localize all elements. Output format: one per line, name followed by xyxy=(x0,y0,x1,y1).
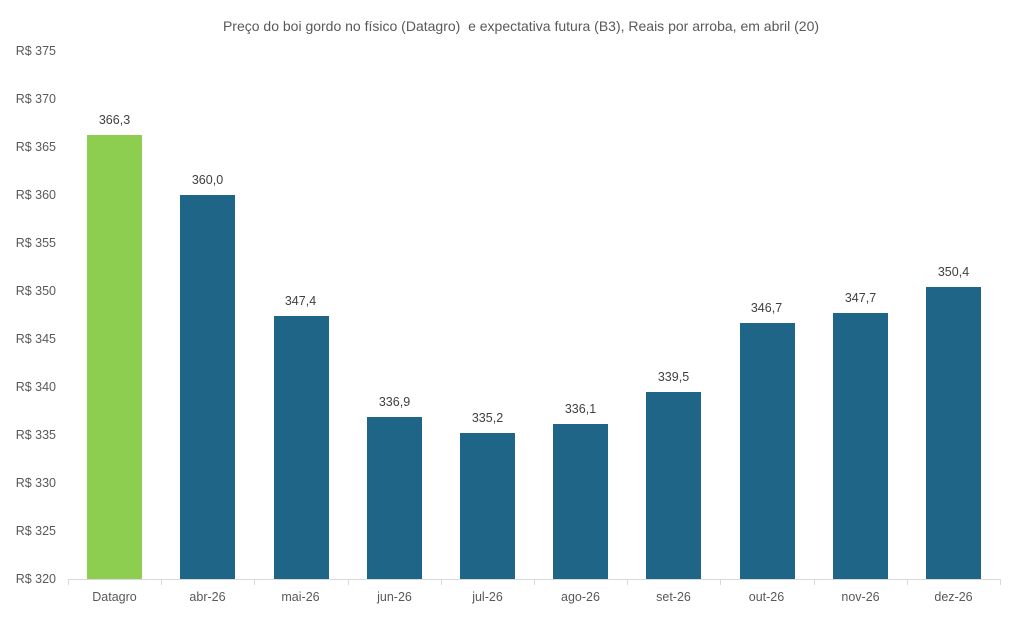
bar-value-label: 350,4 xyxy=(937,265,970,279)
x-axis-category-label: dez-26 xyxy=(934,590,973,604)
x-axis-tick-mark xyxy=(68,579,69,585)
x-axis-tick-mark xyxy=(627,579,628,585)
bar-value-label: 360,0 xyxy=(191,173,224,187)
x-axis-tick-mark xyxy=(720,579,721,585)
y-axis-tick-label: R$ 370 xyxy=(15,92,56,106)
bar-jul-26 xyxy=(460,433,515,579)
bar-value-label: 347,7 xyxy=(844,291,877,305)
bar-value-label: 336,9 xyxy=(378,395,411,409)
y-axis-tick-label: R$ 350 xyxy=(15,284,56,298)
x-axis-tick-mark xyxy=(441,579,442,585)
y-axis-tick-label: R$ 335 xyxy=(15,428,56,442)
x-axis-category-label: out-26 xyxy=(748,590,785,604)
y-axis-tick-label: R$ 375 xyxy=(15,44,56,58)
y-axis-tick-label: R$ 345 xyxy=(15,332,56,346)
bar-value-label: 339,5 xyxy=(657,370,690,384)
bar-mai-26 xyxy=(274,316,329,579)
y-axis-tick-label: R$ 365 xyxy=(15,140,56,154)
y-axis-tick-label: R$ 355 xyxy=(15,236,56,250)
x-axis-category-label: ago-26 xyxy=(561,590,600,604)
x-axis-category-label: nov-26 xyxy=(841,590,880,604)
y-axis-tick-label: R$ 320 xyxy=(15,572,56,586)
bar-value-label: 366,3 xyxy=(98,113,131,127)
x-axis-category-label: jul-26 xyxy=(472,590,503,604)
x-axis-category-label: set-26 xyxy=(656,590,691,604)
x-axis-category-label: jun-26 xyxy=(377,590,412,604)
bar-ago-26 xyxy=(553,424,608,579)
x-axis-category-label: Datagro xyxy=(92,590,137,604)
x-axis-tick-mark xyxy=(1000,579,1001,585)
y-axis-tick-label: R$ 325 xyxy=(15,524,56,538)
bar-value-label: 347,4 xyxy=(284,294,317,308)
x-axis-tick-mark xyxy=(161,579,162,585)
x-axis-category-label: abr-26 xyxy=(189,590,226,604)
x-axis-category-label: mai-26 xyxy=(281,590,320,604)
bar-out-26 xyxy=(740,323,795,579)
x-axis-tick-mark xyxy=(814,579,815,585)
bar-value-label: 335,2 xyxy=(471,411,504,425)
bar-dez-26 xyxy=(926,287,981,579)
x-axis-tick-mark xyxy=(348,579,349,585)
x-axis-tick-mark xyxy=(534,579,535,585)
bar-abr-26 xyxy=(180,195,235,579)
bar-jun-26 xyxy=(367,417,422,579)
bar-value-label: 336,1 xyxy=(564,402,597,416)
x-axis-tick-mark xyxy=(254,579,255,585)
bar-Datagro xyxy=(87,135,142,579)
x-axis-tick-mark xyxy=(907,579,908,585)
bar-value-label: 346,7 xyxy=(750,301,783,315)
bar-set-26 xyxy=(646,392,701,579)
y-axis-tick-label: R$ 330 xyxy=(15,476,56,490)
bar-nov-26 xyxy=(833,313,888,579)
y-axis-tick-label: R$ 340 xyxy=(15,380,56,394)
chart-title: Preço do boi gordo no físico (Datagro) e… xyxy=(222,18,820,34)
y-axis-tick-label: R$ 360 xyxy=(15,188,56,202)
